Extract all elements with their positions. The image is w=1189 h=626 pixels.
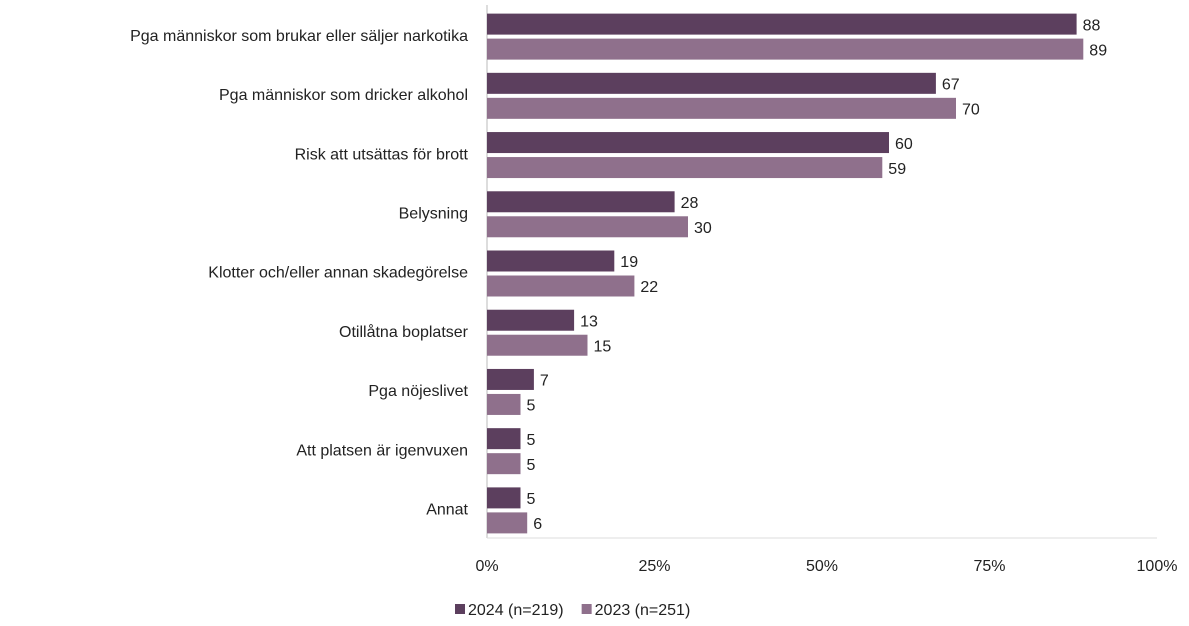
- data-label: 59: [888, 161, 906, 178]
- y-tick-label: Pga människor som dricker alkohol: [219, 87, 468, 104]
- bar: [487, 428, 521, 450]
- bar: [487, 157, 883, 179]
- bar: [487, 13, 1077, 35]
- data-label: 30: [694, 220, 712, 237]
- y-tick-label: Att platsen är igenvuxen: [296, 442, 468, 459]
- data-label: 89: [1089, 42, 1107, 59]
- data-label: 19: [620, 254, 638, 271]
- legend-swatch: [581, 604, 592, 614]
- data-label: 70: [962, 102, 980, 119]
- y-tick-label: Belysning: [399, 205, 468, 222]
- data-label: 5: [527, 398, 536, 415]
- x-tick-label: 25%: [638, 558, 670, 575]
- y-tick-label: Pga nöjeslivet: [368, 383, 468, 400]
- bar: [487, 250, 615, 272]
- legend-label: 2024 (n=219): [468, 602, 564, 619]
- bar: [487, 191, 675, 213]
- bar: [487, 334, 588, 356]
- data-label: 28: [681, 195, 699, 212]
- bar: [487, 309, 575, 331]
- bar: [487, 368, 534, 390]
- bar: [487, 393, 521, 415]
- data-label: 13: [580, 313, 598, 330]
- x-tick-label: 100%: [1137, 558, 1178, 575]
- bar: [487, 453, 521, 475]
- data-label: 67: [942, 77, 960, 94]
- bar: [487, 72, 936, 94]
- bar: [487, 97, 956, 119]
- y-tick-label: Risk att utsättas för brott: [295, 146, 469, 163]
- data-label: 7: [540, 373, 549, 390]
- data-label: 6: [533, 516, 542, 533]
- data-label: 22: [640, 279, 658, 296]
- bar: [487, 275, 635, 297]
- legend-swatch: [455, 604, 465, 614]
- data-label: 88: [1083, 17, 1101, 34]
- x-tick-label: 75%: [973, 558, 1005, 575]
- data-label: 5: [527, 432, 536, 449]
- y-tick-label: Klotter och/eller annan skadegörelse: [208, 265, 468, 282]
- bar: [487, 512, 528, 534]
- bar: [487, 132, 889, 154]
- bar: [487, 38, 1084, 60]
- data-label: 5: [527, 491, 536, 508]
- x-tick-label: 50%: [806, 558, 838, 575]
- y-tick-label: Pga människor som brukar eller säljer na…: [130, 28, 468, 45]
- bar: [487, 487, 521, 509]
- x-tick-label: 0%: [475, 558, 498, 575]
- y-tick-label: Annat: [426, 502, 468, 519]
- legend-label: 2023 (n=251): [595, 602, 691, 619]
- data-label: 15: [594, 338, 612, 355]
- bar: [487, 216, 688, 238]
- data-label: 5: [527, 457, 536, 474]
- data-label: 60: [895, 136, 913, 153]
- y-tick-label: Otillåtna boplatser: [339, 323, 469, 341]
